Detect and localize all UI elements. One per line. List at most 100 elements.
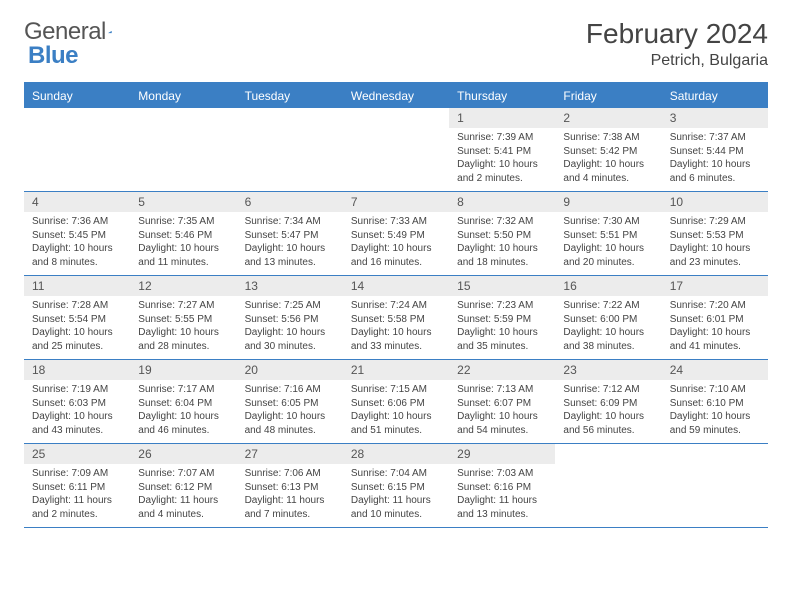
day-number: 21 — [343, 360, 449, 380]
calendar-cell: 14 Sunrise: 7:24 AMSunset: 5:58 PMDayligh… — [343, 276, 449, 359]
daylight-text: Daylight: 10 hours and 41 minutes. — [670, 326, 760, 353]
day-number: 7 — [343, 192, 449, 212]
day-number: 18 — [24, 360, 130, 380]
day-number: 26 — [130, 444, 236, 464]
sunrise-text: Sunrise: 7:15 AM — [351, 383, 441, 397]
day-info: Sunrise: 7:07 AMSunset: 6:12 PMDaylight:… — [130, 467, 236, 521]
daylight-text: Daylight: 10 hours and 16 minutes. — [351, 242, 441, 269]
calendar-cell: 18 Sunrise: 7:19 AMSunset: 6:03 PMDayligh… — [24, 360, 130, 443]
sunset-text: Sunset: 5:49 PM — [351, 229, 441, 243]
day-number: 8 — [449, 192, 555, 212]
sunrise-text: Sunrise: 7:24 AM — [351, 299, 441, 313]
weekday-header: Thursday — [449, 84, 555, 108]
logo-triangle-icon — [108, 23, 112, 41]
sunset-text: Sunset: 5:42 PM — [563, 145, 653, 159]
sunset-text: Sunset: 6:09 PM — [563, 397, 653, 411]
day-number: 9 — [555, 192, 661, 212]
day-number: 28 — [343, 444, 449, 464]
day-info: Sunrise: 7:15 AMSunset: 6:06 PMDaylight:… — [343, 383, 449, 437]
sunset-text: Sunset: 5:58 PM — [351, 313, 441, 327]
weeks-container: .... 1 Sunrise: 7:39 AMSunset: 5:41 PMDayl… — [24, 108, 768, 528]
calendar-cell: 19Sunrise: 7:17 AMSunset: 6:04 PMDayligh… — [130, 360, 236, 443]
header-bar: General February 2024 Petrich, Bulgaria — [24, 18, 768, 70]
calendar-cell: 26 Sunrise: 7:07 AMSunset: 6:12 PMDayligh… — [130, 444, 236, 527]
sunset-text: Sunset: 5:45 PM — [32, 229, 122, 243]
day-info: Sunrise: 7:37 AMSunset: 5:44 PMDaylight:… — [662, 131, 768, 185]
weekday-header: Monday — [130, 84, 236, 108]
daylight-text: Daylight: 10 hours and 43 minutes. — [32, 410, 122, 437]
sunrise-text: Sunrise: 7:12 AM — [563, 383, 653, 397]
calendar-cell: 11Sunrise: 7:28 AMSunset: 5:54 PMDayligh… — [24, 276, 130, 359]
sunset-text: Sunset: 5:54 PM — [32, 313, 122, 327]
sunset-text: Sunset: 5:44 PM — [670, 145, 760, 159]
day-number: 23 — [555, 360, 661, 380]
calendar-cell: . — [130, 108, 236, 191]
sunset-text: Sunset: 5:55 PM — [138, 313, 228, 327]
sunset-text: Sunset: 6:04 PM — [138, 397, 228, 411]
day-number: 1 — [449, 108, 555, 128]
calendar-cell: 9Sunrise: 7:30 AMSunset: 5:51 PMDaylight… — [555, 192, 661, 275]
day-info: Sunrise: 7:12 AMSunset: 6:09 PMDaylight:… — [555, 383, 661, 437]
day-info: Sunrise: 7:28 AMSunset: 5:54 PMDaylight:… — [24, 299, 130, 353]
weekday-header: Sunday — [24, 84, 130, 108]
weekday-header: Wednesday — [343, 84, 449, 108]
calendar-cell: . — [555, 444, 661, 527]
weekday-header: Tuesday — [237, 84, 343, 108]
calendar-cell: 20Sunrise: 7:16 AMSunset: 6:05 PMDayligh… — [237, 360, 343, 443]
daylight-text: Daylight: 10 hours and 33 minutes. — [351, 326, 441, 353]
sunrise-text: Sunrise: 7:32 AM — [457, 215, 547, 229]
day-info: Sunrise: 7:09 AMSunset: 6:11 PMDaylight:… — [24, 467, 130, 521]
day-info: Sunrise: 7:04 AMSunset: 6:15 PMDaylight:… — [343, 467, 449, 521]
sunset-text: Sunset: 5:51 PM — [563, 229, 653, 243]
daylight-text: Daylight: 11 hours and 7 minutes. — [245, 494, 335, 521]
sunset-text: Sunset: 5:47 PM — [245, 229, 335, 243]
daylight-text: Daylight: 10 hours and 6 minutes. — [670, 158, 760, 185]
calendar-cell: 28 Sunrise: 7:04 AMSunset: 6:15 PMDayligh… — [343, 444, 449, 527]
day-info: Sunrise: 7:06 AMSunset: 6:13 PMDaylight:… — [237, 467, 343, 521]
calendar-cell: 1 Sunrise: 7:39 AMSunset: 5:41 PMDaylight… — [449, 108, 555, 191]
day-number: 29 — [449, 444, 555, 464]
sunrise-text: Sunrise: 7:39 AM — [457, 131, 547, 145]
calendar-cell: 16 Sunrise: 7:22 AMSunset: 6:00 PMDayligh… — [555, 276, 661, 359]
sunset-text: Sunset: 6:11 PM — [32, 481, 122, 495]
day-number: 16 — [555, 276, 661, 296]
day-info: Sunrise: 7:29 AMSunset: 5:53 PMDaylight:… — [662, 215, 768, 269]
day-info: Sunrise: 7:39 AMSunset: 5:41 PMDaylight:… — [449, 131, 555, 185]
sunrise-text: Sunrise: 7:33 AM — [351, 215, 441, 229]
sunrise-text: Sunrise: 7:13 AM — [457, 383, 547, 397]
daylight-text: Daylight: 10 hours and 46 minutes. — [138, 410, 228, 437]
calendar-cell: 17Sunrise: 7:20 AMSunset: 6:01 PMDayligh… — [662, 276, 768, 359]
daylight-text: Daylight: 10 hours and 2 minutes. — [457, 158, 547, 185]
calendar-cell: 21 Sunrise: 7:15 AMSunset: 6:06 PMDayligh… — [343, 360, 449, 443]
calendar-cell: . — [237, 108, 343, 191]
sunset-text: Sunset: 6:00 PM — [563, 313, 653, 327]
daylight-text: Daylight: 10 hours and 35 minutes. — [457, 326, 547, 353]
day-number: 14 — [343, 276, 449, 296]
daylight-text: Daylight: 10 hours and 30 minutes. — [245, 326, 335, 353]
sunrise-text: Sunrise: 7:10 AM — [670, 383, 760, 397]
sunrise-text: Sunrise: 7:20 AM — [670, 299, 760, 313]
sunset-text: Sunset: 5:50 PM — [457, 229, 547, 243]
calendar-cell: 25 Sunrise: 7:09 AMSunset: 6:11 PMDayligh… — [24, 444, 130, 527]
sunset-text: Sunset: 6:03 PM — [32, 397, 122, 411]
day-info: Sunrise: 7:22 AMSunset: 6:00 PMDaylight:… — [555, 299, 661, 353]
daylight-text: Daylight: 11 hours and 10 minutes. — [351, 494, 441, 521]
sunrise-text: Sunrise: 7:19 AM — [32, 383, 122, 397]
day-number: 24 — [662, 360, 768, 380]
weekday-header: Friday — [555, 84, 661, 108]
calendar-cell: 22Sunrise: 7:13 AMSunset: 6:07 PMDayligh… — [449, 360, 555, 443]
day-number: 3 — [662, 108, 768, 128]
calendar-cell: 8Sunrise: 7:32 AMSunset: 5:50 PMDaylight… — [449, 192, 555, 275]
calendar-cell: . — [662, 444, 768, 527]
month-title: February 2024 — [586, 18, 768, 50]
day-info: Sunrise: 7:17 AMSunset: 6:04 PMDaylight:… — [130, 383, 236, 437]
day-info: Sunrise: 7:36 AMSunset: 5:45 PMDaylight:… — [24, 215, 130, 269]
calendar-week: 11Sunrise: 7:28 AMSunset: 5:54 PMDayligh… — [24, 276, 768, 360]
daylight-text: Daylight: 10 hours and 38 minutes. — [563, 326, 653, 353]
day-info: Sunrise: 7:25 AMSunset: 5:56 PMDaylight:… — [237, 299, 343, 353]
daylight-text: Daylight: 11 hours and 4 minutes. — [138, 494, 228, 521]
day-info: Sunrise: 7:19 AMSunset: 6:03 PMDaylight:… — [24, 383, 130, 437]
daylight-text: Daylight: 10 hours and 28 minutes. — [138, 326, 228, 353]
day-number: 25 — [24, 444, 130, 464]
calendar-cell: 3 Sunrise: 7:37 AMSunset: 5:44 PMDaylight… — [662, 108, 768, 191]
